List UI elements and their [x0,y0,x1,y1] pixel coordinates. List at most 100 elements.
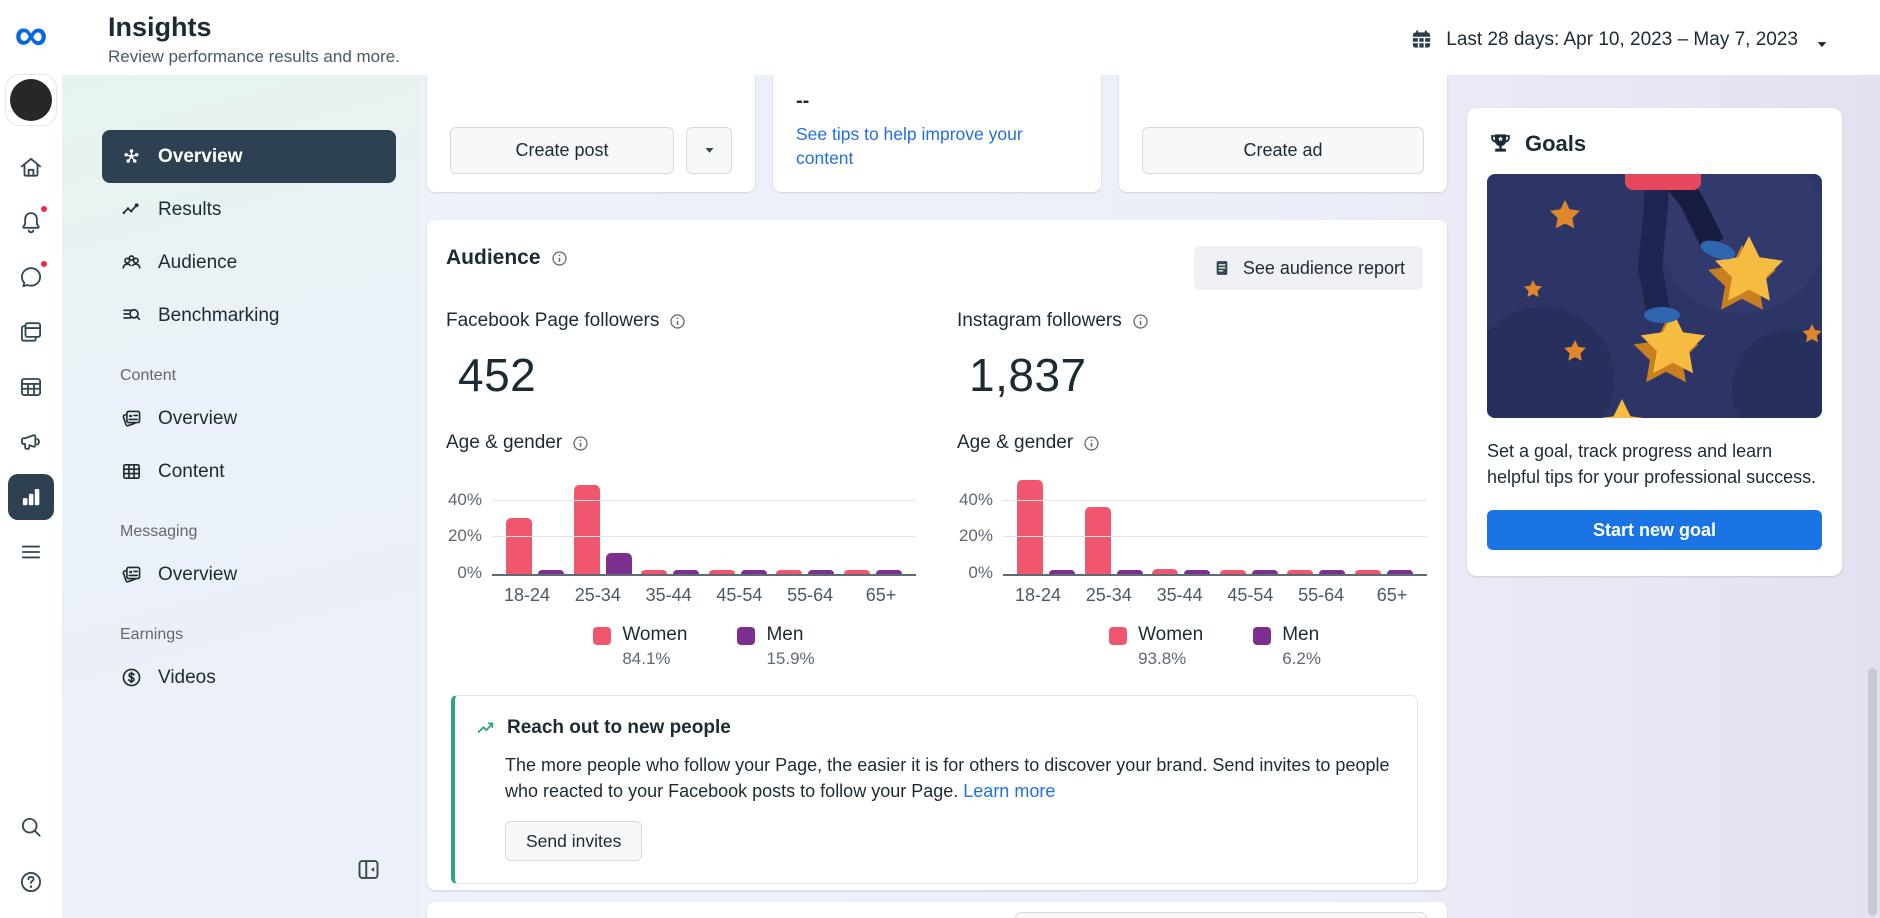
results-trend-icon [120,198,143,221]
bar-group-55-64 [1287,569,1346,574]
planner-grid-icon [18,374,44,400]
rail-item-posts-pages[interactable] [8,309,54,355]
partial-button[interactable] [1014,912,1428,918]
x-axis-label: 55-64 [1298,585,1345,605]
legend-item-women: Women 93.8% [1109,624,1203,669]
send-invites-button[interactable]: Send invites [505,821,643,862]
gridline [492,499,916,501]
create-ad-card: Create ad [1119,75,1447,192]
sidebar-item-messaging-overview[interactable]: Overview [102,548,396,601]
rail-item-messages-chat[interactable] [8,254,54,300]
rail-item-home[interactable] [8,144,54,190]
collapse-sidebar-icon[interactable] [355,856,382,886]
start-new-goal-button[interactable]: Start new goal [1487,510,1822,551]
legend-item-women: Women 84.1% [593,624,687,669]
age-gender-text: Age & gender [957,432,1074,453]
create-ad-button[interactable]: Create ad [1142,127,1424,174]
date-range-picker[interactable]: Last 28 days: Apr 10, 2023 – May 7, 2023 [1409,27,1830,52]
see-audience-report-button[interactable]: See audience report [1193,246,1423,290]
facebook-age-gender-title: Age & gender [446,432,957,454]
info-icon[interactable] [550,249,569,268]
age-gender-text: Age & gender [446,432,563,453]
learn-more-link[interactable]: Learn more [963,781,1056,802]
x-axis-label: 45-54 [716,585,763,605]
business-avatar[interactable] [5,74,57,126]
legend-item-men: Men 15.9% [737,624,815,669]
gridline [492,536,916,538]
info-icon[interactable] [571,434,590,453]
report-button-label: See audience report [1242,257,1405,278]
trophy-icon [1487,130,1514,157]
chart-legend: Women 84.1% Men 15.9% [492,624,916,669]
create-post-card: Create post [427,75,755,192]
women-bar-25-34 [1084,507,1111,574]
bar-group-45-54 [708,569,767,574]
y-axis-tick: 20% [447,526,482,546]
info-icon[interactable] [1131,312,1150,331]
facebook-audience-column: Facebook Page followers 452 Age & gender… [446,310,957,669]
rail-item-all-tools-menu[interactable] [8,529,54,575]
sidebar-item-earnings-videos[interactable]: Videos [102,651,396,704]
sidebar-item-audience[interactable]: Audience [102,236,396,289]
create-post-dropdown-button[interactable] [686,127,732,174]
reach-out-callout: Reach out to new people The more people … [451,695,1418,885]
sidebar-section-label-content: Content [120,367,177,384]
info-icon[interactable] [668,312,687,331]
sidebar-item-content-content[interactable]: Content [102,445,396,498]
vertical-scrollbar[interactable] [1868,668,1877,916]
y-axis-tick: 40% [447,489,482,509]
legend-series-name: Men [1282,624,1320,645]
content-area: Create post -- See tips to help improve … [420,75,1880,918]
instagram-followers-text: Instagram followers [957,310,1122,331]
women-bar-45-54 [708,569,735,574]
content-table-icon [120,460,143,483]
sidebar-item-label: Content [158,460,225,482]
x-axis-label: 18-24 [503,585,551,605]
goals-description: Set a goal, track progress and learn hel… [1487,441,1817,487]
rail-item-help[interactable] [8,859,54,905]
sidebar-item-benchmarking[interactable]: Benchmarking [102,289,396,342]
caret-down-icon [1814,32,1830,48]
chart-x-labels: 18-24 25-34 35-44 45-54 55-64 65+ [1003,585,1427,606]
sidebar-item-label: Overview [158,145,243,167]
see-tips-link[interactable]: See tips to help improve your content [796,124,1023,168]
rail-item-search[interactable] [8,804,54,850]
gridline [1003,536,1427,538]
page-subtitle: Review performance results and more. [108,47,400,66]
rail-item-insights-bars[interactable] [8,474,54,520]
sidebar-item-results[interactable]: Results [102,183,396,236]
facebook-followers-text: Facebook Page followers [446,310,660,331]
legend-texts: Men 6.2% [1282,624,1321,669]
men-bar-25-34 [1116,569,1143,574]
women-bar-65- [1354,569,1381,574]
create-post-button[interactable]: Create post [450,127,674,174]
x-axis-label: 25-34 [1085,585,1132,605]
chart-legend: Women 93.8% Men 6.2% [1003,624,1427,669]
bar-group-35-44 [1152,568,1211,574]
chart-x-labels: 18-24 25-34 35-44 45-54 55-64 65+ [492,585,916,606]
legend-color-chip [593,627,612,645]
overview-hub-icon [120,145,143,168]
bar-group-55-64 [776,569,835,574]
legend-series-name: Men [766,624,804,645]
benchmarking-search-icon [120,304,143,327]
meta-logo[interactable]: ∞ [14,8,48,60]
sidebar-item-overview[interactable]: Overview [102,130,396,183]
rail-item-planner-grid[interactable] [8,364,54,410]
y-axis-tick: 0% [457,563,482,582]
men-bar-65- [1386,569,1413,574]
growth-trend-icon [475,717,497,739]
sidebar-item-content-overview[interactable]: Overview [102,392,396,445]
info-icon[interactable] [1082,434,1101,453]
rail-item-notifications-bell[interactable] [8,199,54,245]
page-header: Insights Review performance results and … [62,0,1880,75]
legend-texts: Men 15.9% [766,624,814,669]
app-rail: ∞ [0,0,62,918]
legend-texts: Women 93.8% [1138,624,1203,669]
legend-series-total: 93.8% [1138,649,1187,668]
x-axis-label: 45-54 [1227,585,1274,605]
page-title: Insights [108,12,212,42]
rail-item-ads-megaphone[interactable] [8,419,54,465]
bar-group-45-54 [1219,569,1278,574]
goals-title: Goals [1487,130,1822,157]
